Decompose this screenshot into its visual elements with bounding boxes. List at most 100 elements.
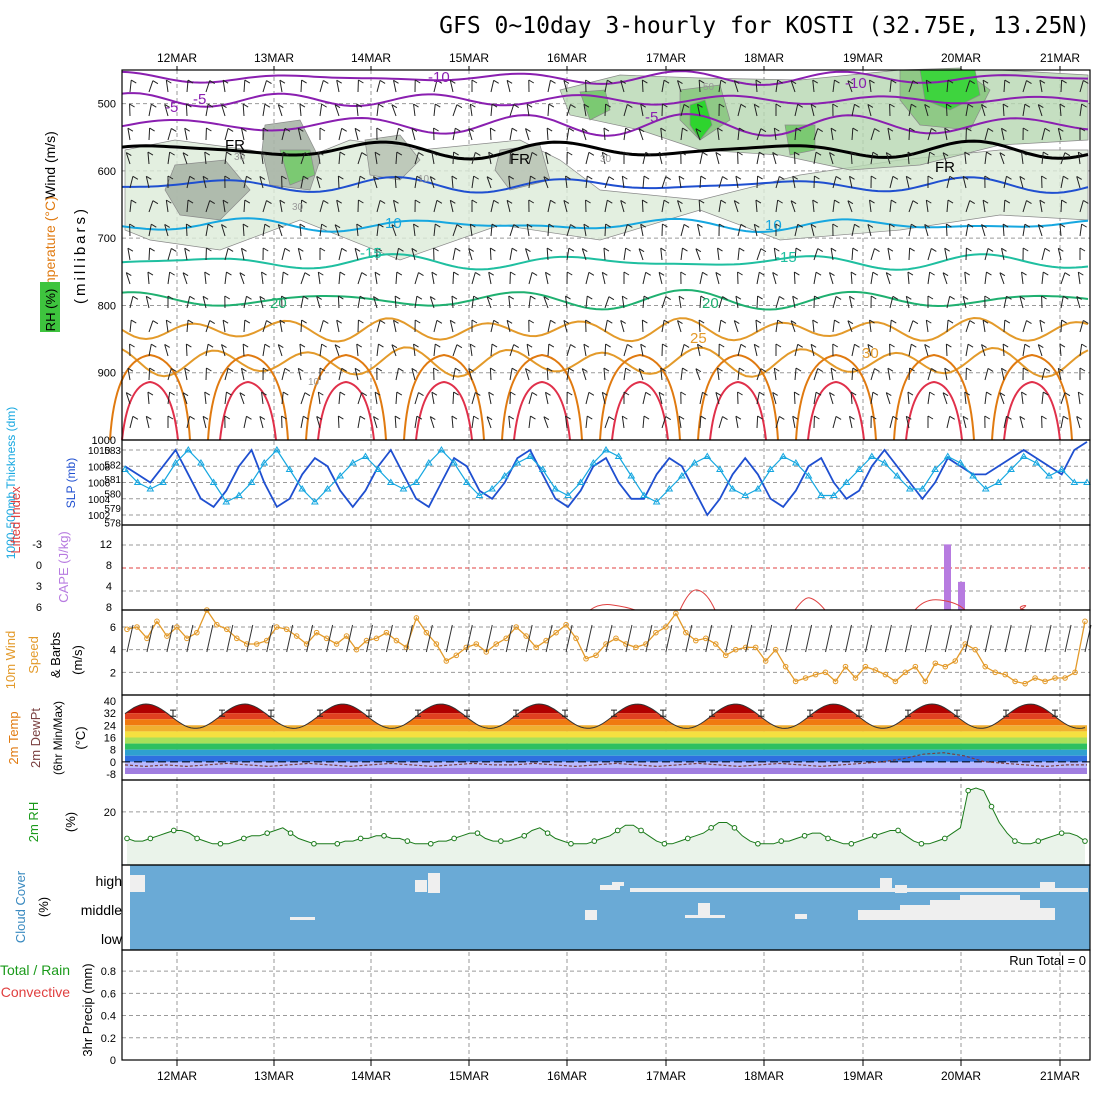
- surface-wind-barb: [406, 625, 412, 652]
- wind-barb: [605, 320, 607, 332]
- wind-barb: [375, 272, 377, 284]
- wind-barb: [491, 320, 494, 332]
- wind-barb: [1023, 321, 1027, 332]
- wind-barb-flag: [890, 344, 895, 347]
- wind-barb: [168, 248, 171, 260]
- contour-40-arch: [808, 382, 864, 440]
- contour-40-arch: [416, 382, 472, 440]
- lifted-index-curve: [1020, 606, 1026, 611]
- slp-ytick: 1004: [88, 495, 111, 506]
- wind-barb-flag: [263, 248, 268, 251]
- wind-barb-flag: [245, 320, 250, 323]
- wind-barb-flag: [415, 320, 420, 323]
- wind-barb: [548, 104, 549, 116]
- wind-barb: [681, 248, 682, 260]
- wind-barb-flag: [646, 392, 651, 395]
- wind-barb: [813, 320, 814, 332]
- wind-barb: [700, 152, 702, 164]
- wind-barb-flag: [305, 273, 310, 276]
- wind-barb: [909, 344, 911, 356]
- wind-barb-flag: [587, 416, 592, 419]
- wind-barb: [185, 248, 187, 260]
- wind-barb-flag: [300, 224, 305, 227]
- temp-ytick: 40: [104, 696, 116, 708]
- wind-barb: [282, 272, 283, 284]
- wind-barb: [605, 297, 609, 308]
- wind-barb: [605, 104, 606, 116]
- cloud-block: [290, 917, 315, 920]
- slp-ytick: 1006: [88, 479, 111, 490]
- wind-barb: [1040, 320, 1042, 332]
- wind-barb: [643, 176, 644, 188]
- wind-barb-flag: [966, 248, 971, 251]
- wind-barb-flag: [662, 344, 667, 347]
- wind-barb-flag: [1043, 272, 1048, 275]
- contour-40-arch: [710, 382, 766, 440]
- wind-barb-flag: [587, 296, 592, 299]
- contour-label: 30: [292, 202, 304, 213]
- wind-barb-flag: [532, 272, 537, 275]
- wind-barb-flag: [589, 272, 594, 275]
- contour-label: -5: [165, 99, 178, 116]
- wind-barb: [301, 296, 303, 308]
- wind-barb: [149, 248, 150, 260]
- wind-barb: [928, 272, 930, 284]
- wind-barb: [586, 416, 587, 428]
- rh-point: [569, 841, 574, 846]
- wind-barb: [985, 368, 988, 380]
- wind-barb: [776, 296, 779, 308]
- date-label-top: 14MAR: [351, 51, 391, 65]
- wind-barb-flag: [1045, 248, 1050, 251]
- wind-barb: [300, 104, 301, 116]
- wind-barb: [718, 248, 719, 260]
- wind-barb: [833, 320, 834, 332]
- wind-barb: [453, 128, 455, 140]
- wind-barb-flag: [186, 344, 191, 347]
- wind-barb-flag: [609, 297, 614, 300]
- wind-barb: [738, 368, 739, 380]
- wind-barb-flag: [133, 296, 138, 299]
- wind-barb: [605, 177, 609, 188]
- wind-barb: [814, 272, 816, 284]
- wind-barb-flag: [474, 416, 479, 419]
- wind-barb: [946, 104, 947, 116]
- contour-40-arch: [122, 382, 178, 440]
- wind-barb-flag: [395, 296, 400, 299]
- wind-barb-flag: [818, 249, 823, 252]
- wind-barb: [149, 81, 153, 92]
- surface-wind-barb: [806, 625, 812, 652]
- wind-barb-flag: [151, 104, 156, 107]
- precip-ytick: 0.2: [101, 1033, 116, 1045]
- wind-barb-flag: [300, 104, 305, 107]
- wind-barb-flag: [779, 176, 784, 179]
- wind-barb-flag: [796, 248, 801, 251]
- wind-barb-flag: [454, 272, 459, 275]
- wind-barb: [833, 416, 836, 428]
- contour-label: FR: [510, 151, 530, 168]
- wind-barb-flag: [245, 80, 250, 83]
- wind-barb-flag: [130, 104, 135, 107]
- wind-barb: [604, 248, 605, 260]
- wind-barb-flag: [472, 80, 477, 83]
- wind-barb: [510, 128, 512, 140]
- wind-barb-flag: [946, 344, 951, 347]
- wind-barb: [814, 249, 818, 260]
- contour-label: 25: [690, 330, 707, 347]
- wind-barb: [491, 80, 494, 92]
- wind-barb-flag: [681, 392, 686, 395]
- wind-ytick: 6: [110, 622, 116, 634]
- wind-barb: [509, 296, 510, 308]
- date-label-bottom: 21MAR: [1040, 1069, 1080, 1083]
- wind-barb-flag: [549, 104, 554, 107]
- cloud-block: [795, 914, 807, 919]
- wind-barb-flag: [434, 128, 439, 131]
- wind-barb-flag: [1062, 320, 1067, 323]
- wind-barb: [453, 272, 454, 284]
- cloud-block: [880, 878, 892, 890]
- cloud-block: [895, 885, 907, 893]
- wind-barb-flag: [206, 368, 211, 371]
- contour-label: -5: [645, 109, 658, 126]
- wind-barb-flag: [340, 272, 345, 275]
- wind-barb-flag: [342, 128, 347, 131]
- surface-wind-barb: [227, 625, 233, 652]
